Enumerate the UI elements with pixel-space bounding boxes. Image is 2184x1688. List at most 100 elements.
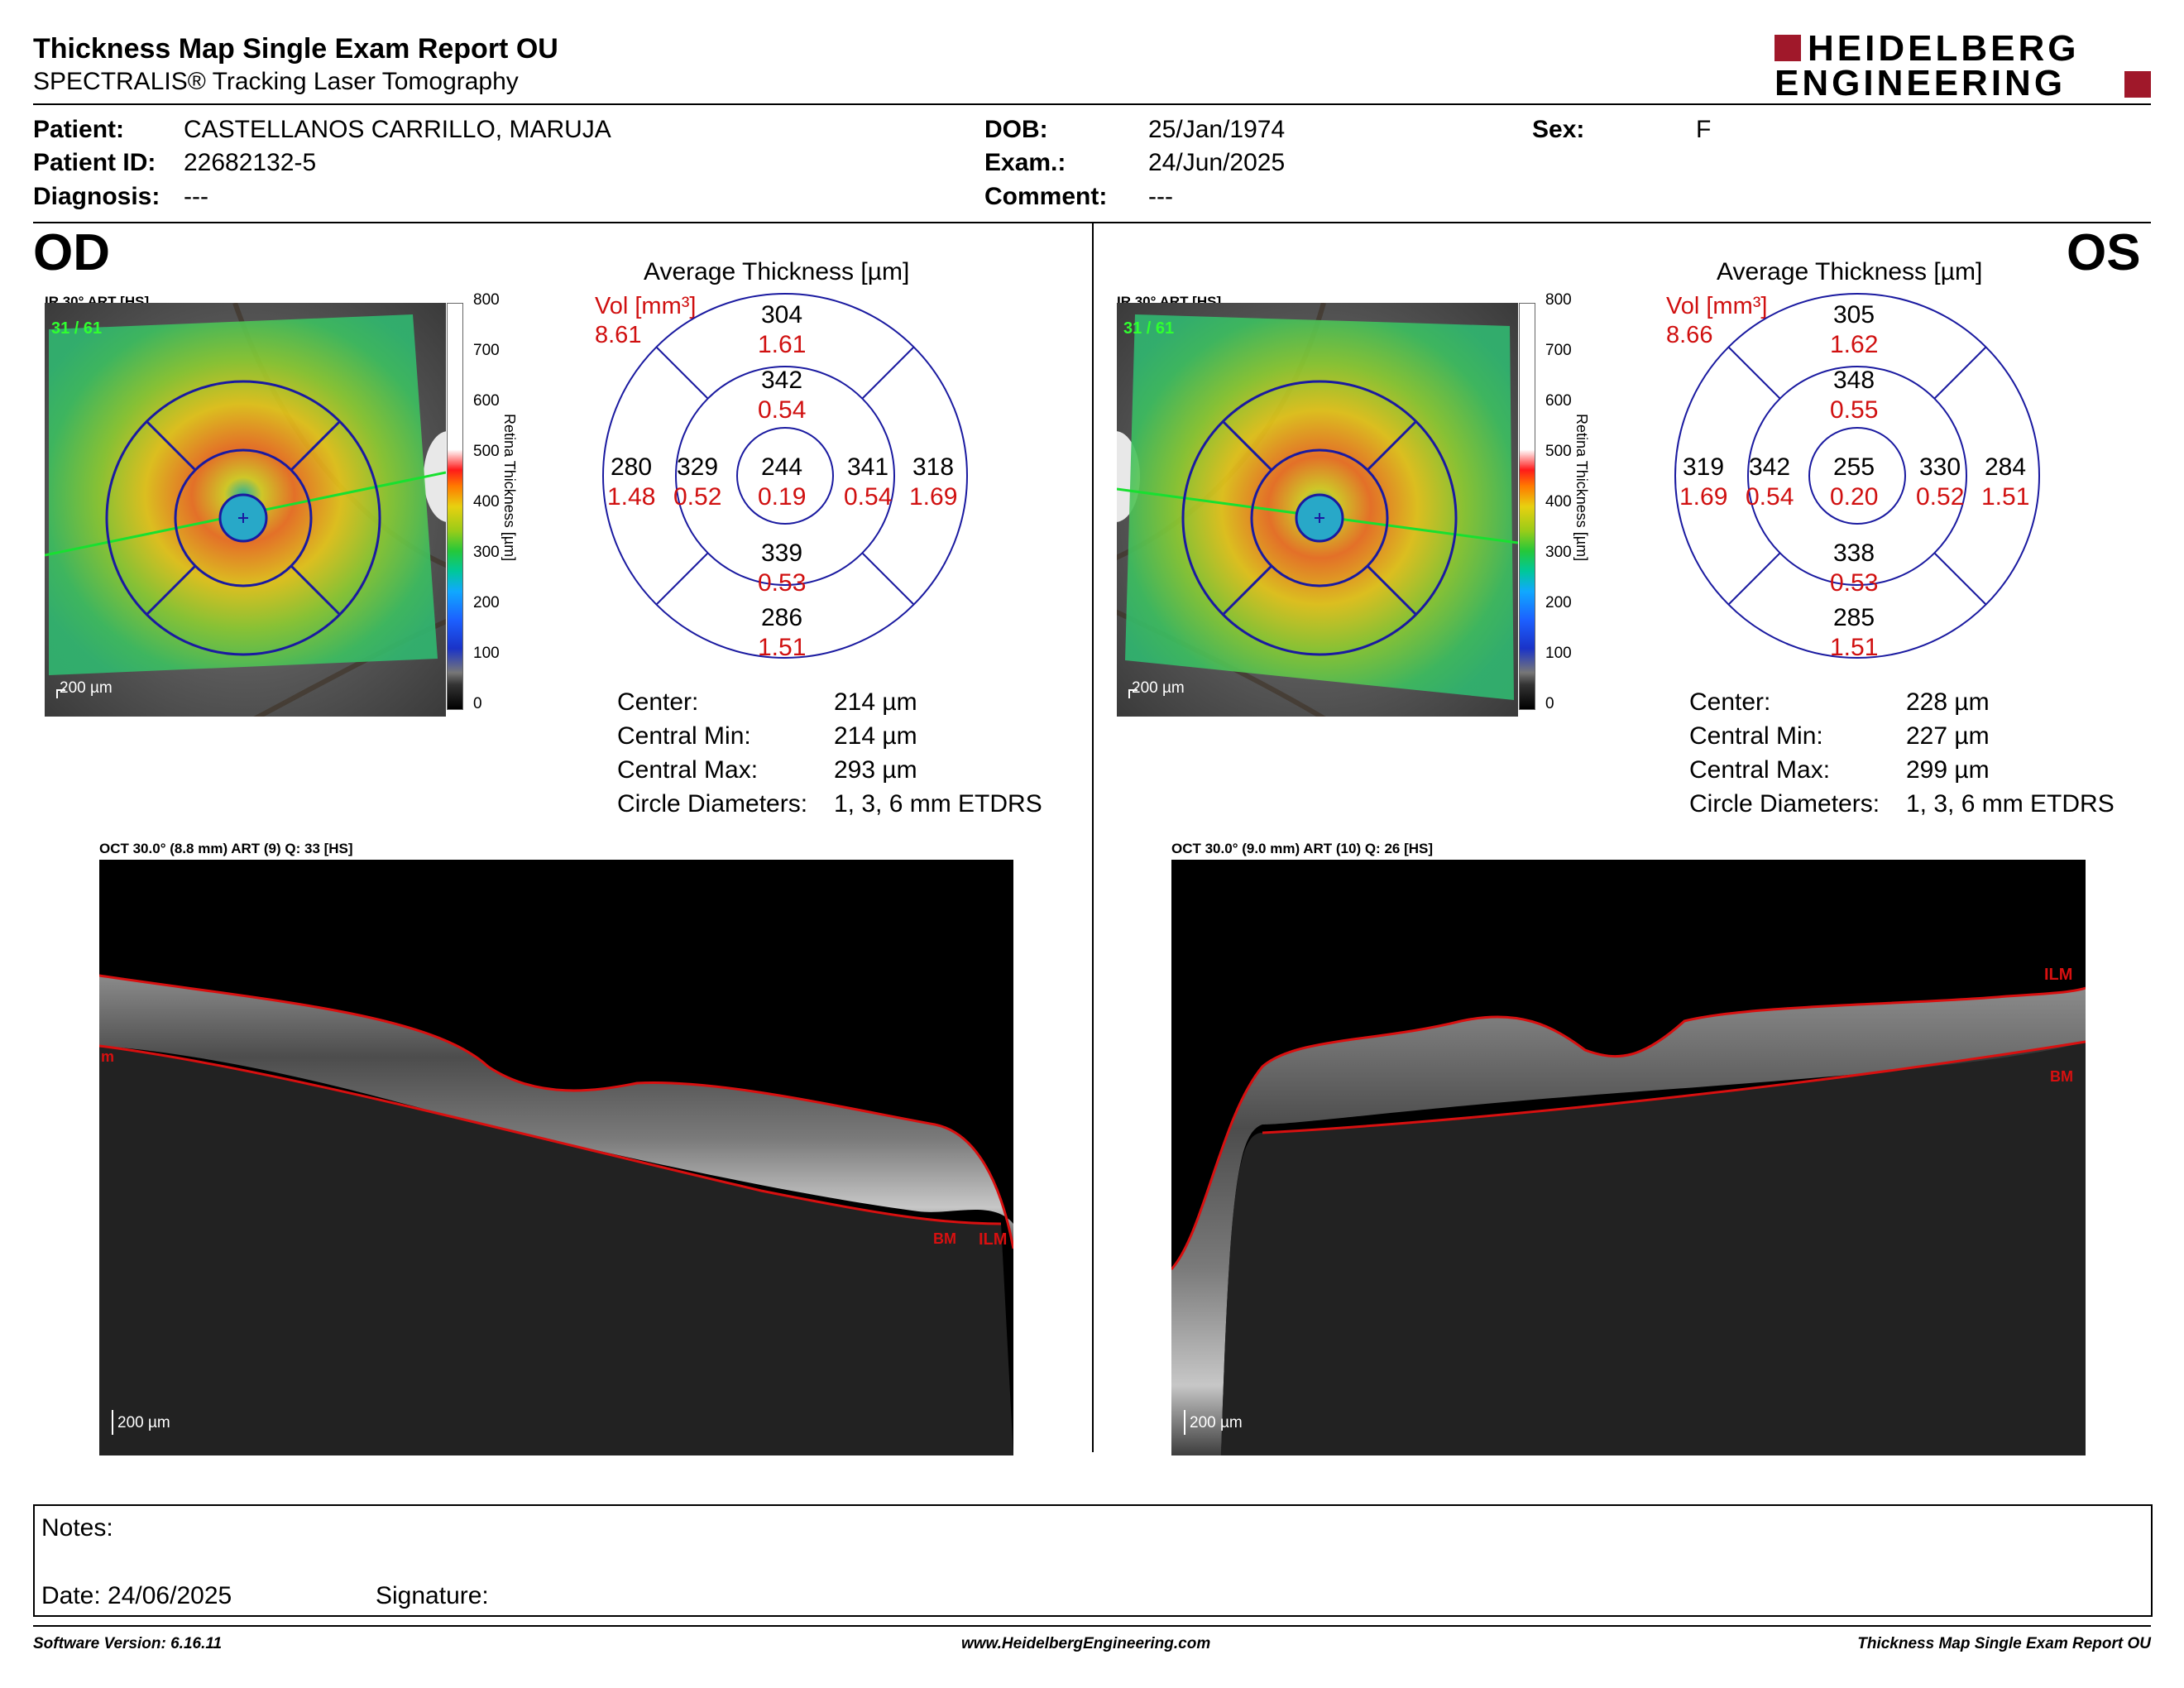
- os-cbar-tick-300: 300: [1545, 544, 1572, 561]
- os-cbar-tick-800: 800: [1545, 291, 1572, 309]
- exam-label: Exam.:: [984, 149, 1066, 176]
- os-inner-sup-volume: 0.55: [1830, 396, 1879, 424]
- od-oct-label: OCT 30.0° (8.8 mm) ART (9) Q: 33 [HS]: [99, 841, 353, 856]
- od-eye-label: OD: [33, 224, 110, 281]
- comment-label: Comment:: [984, 183, 1108, 210]
- od-colorbar-title: Retina Thickness [µm]: [501, 414, 518, 562]
- os-oct-scale: 200 µm: [1190, 1414, 1243, 1431]
- od-outer-temp-thickness: 280: [611, 453, 653, 481]
- os-oct-bm: BM: [2050, 1068, 2073, 1085]
- comment-value: ---: [1148, 183, 1173, 210]
- os-fundus-svg: [1117, 303, 1518, 717]
- od-oct-edge-label: m: [101, 1048, 115, 1065]
- od-cbar-tick-400: 400: [473, 493, 500, 511]
- os-inner-temp-volume: 0.54: [1746, 483, 1794, 511]
- heidelberg-logo: HEIDELBERG ENGINEERING: [1774, 28, 2155, 103]
- os-cbar-tick-400: 400: [1545, 493, 1572, 511]
- od-stat-min-label: Central Min:: [617, 722, 751, 750]
- os-stat-center-label: Center:: [1689, 688, 1771, 716]
- od-outer-nasal-thickness: 318: [912, 453, 955, 481]
- od-fundus-counter: 31 / 61: [51, 319, 103, 338]
- od-fundus-image: 31 / 61 200 µm: [45, 303, 446, 717]
- footer-report-name: Thickness Map Single Exam Report OU: [1857, 1635, 2151, 1652]
- dob-value: 25/Jan/1974: [1148, 116, 1286, 143]
- header-divider: [33, 103, 2151, 105]
- od-etdrs-grid: [602, 293, 968, 659]
- od-inner-sup-thickness: 342: [761, 367, 803, 394]
- od-stat-diam-value: 1, 3, 6 mm ETDRS: [834, 790, 1042, 818]
- od-cbar-tick-700: 700: [473, 342, 500, 359]
- od-stat-diam-label: Circle Diameters:: [617, 790, 808, 818]
- od-optic-disc: [424, 431, 446, 522]
- os-stat-max-label: Central Max:: [1689, 756, 1831, 784]
- od-inner-inf-thickness: 339: [761, 539, 803, 567]
- os-oct-svg: [1171, 986, 2086, 1455]
- os-oct-image: ILM BM 200 µm: [1171, 860, 2086, 1455]
- diagnosis-value: ---: [184, 183, 208, 210]
- footer-software-version: Software Version: 6.16.11: [33, 1635, 223, 1652]
- os-fundus-scale: 200 µm: [1132, 679, 1185, 697]
- os-inner-inf-thickness: 338: [1833, 539, 1875, 567]
- od-fundus-svg: [45, 303, 446, 717]
- od-oct-bm: BM: [933, 1230, 956, 1247]
- od-cbar-tick-0: 0: [473, 695, 482, 712]
- footer-website[interactable]: www.HeidelbergEngineering.com: [961, 1635, 1211, 1652]
- logo-square-top: [1774, 35, 1801, 61]
- os-stat-max-value: 299 µm: [1906, 756, 1990, 784]
- os-center-volume: 0.20: [1830, 483, 1879, 511]
- notes-label: Notes:: [41, 1514, 113, 1542]
- os-center-thickness: 255: [1833, 453, 1875, 481]
- od-grid-title: Average Thickness [µm]: [644, 258, 910, 285]
- notes-box[interactable]: Notes: Date: 24/06/2025 Signature:: [33, 1504, 2153, 1617]
- od-colorbar: [447, 303, 463, 710]
- od-cbar-tick-300: 300: [473, 544, 500, 561]
- report-title: Thickness Map Single Exam Report OU: [33, 33, 558, 65]
- od-inner-inf-volume: 0.53: [758, 569, 807, 597]
- od-inner-nasal-volume: 0.54: [844, 483, 893, 511]
- sex-value: F: [1696, 116, 1712, 143]
- patient-id: 22682132-5: [184, 149, 317, 176]
- date-label: Date: 24/06/2025: [41, 1582, 232, 1609]
- os-oct-label: OCT 30.0° (9.0 mm) ART (10) Q: 26 [HS]: [1171, 841, 1434, 856]
- od-outer-sup-thickness: 304: [761, 301, 803, 328]
- os-outer-sup-thickness: 305: [1833, 301, 1875, 328]
- od-stat-max-label: Central Max:: [617, 756, 759, 784]
- os-colorbar: [1519, 303, 1535, 710]
- od-cbar-tick-200: 200: [473, 594, 500, 611]
- os-fundus-counter: 31 / 61: [1123, 319, 1175, 338]
- patient-divider: [33, 222, 2151, 223]
- od-outer-inf-volume: 1.51: [758, 634, 807, 661]
- od-inner-sup-volume: 0.54: [758, 396, 807, 424]
- os-inner-nasal-volume: 0.52: [1916, 483, 1965, 511]
- eye-divider: [1092, 223, 1094, 1452]
- od-oct-scale: 200 µm: [117, 1414, 170, 1431]
- od-inner-temp-volume: 0.52: [673, 483, 722, 511]
- footer-divider: [33, 1625, 2151, 1627]
- os-outer-inf-thickness: 285: [1833, 604, 1875, 631]
- os-inner-inf-volume: 0.53: [1830, 569, 1879, 597]
- od-cbar-tick-800: 800: [473, 291, 500, 309]
- exam-value: 24/Jun/2025: [1148, 149, 1286, 176]
- od-oct-image: m ILM BM 200 µm: [99, 860, 1013, 1455]
- os-outer-nasal-thickness: 284: [1985, 453, 2027, 481]
- os-stat-center-value: 228 µm: [1906, 688, 1990, 716]
- od-stat-min-value: 214 µm: [834, 722, 917, 750]
- os-stat-min-value: 227 µm: [1906, 722, 1990, 750]
- patient-label: Patient:: [33, 116, 125, 143]
- od-outer-nasal-volume: 1.69: [909, 483, 958, 511]
- os-cbar-tick-100: 100: [1545, 645, 1572, 662]
- report-subtitle: SPECTRALIS® Tracking Laser Tomography: [33, 68, 519, 95]
- os-etdrs-grid: [1674, 293, 2040, 659]
- os-outer-inf-volume: 1.51: [1830, 634, 1879, 661]
- os-outer-nasal-volume: 1.51: [1981, 483, 2030, 511]
- od-vol-total: 8.61: [595, 322, 642, 348]
- od-oct-svg: [99, 974, 1013, 1455]
- od-oct-ilm: ILM: [979, 1230, 1008, 1249]
- od-cbar-tick-600: 600: [473, 392, 500, 410]
- logo-line2: ENGINEERING: [1774, 63, 2067, 103]
- dob-label: DOB:: [984, 116, 1048, 143]
- os-stat-min-label: Central Min:: [1689, 722, 1823, 750]
- od-stat-max-value: 293 µm: [834, 756, 917, 784]
- od-inner-nasal-thickness: 341: [847, 453, 889, 481]
- patient-name: CASTELLANOS CARRILLO, MARUJA: [184, 116, 611, 143]
